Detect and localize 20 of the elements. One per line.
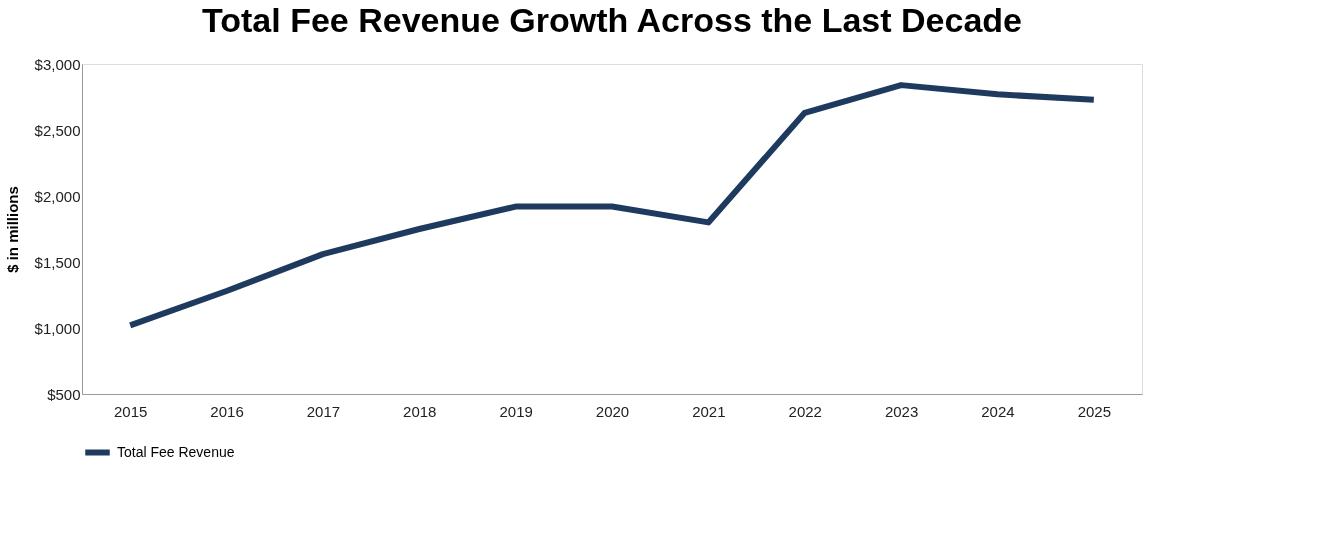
y-tick-label: $2,000 <box>34 187 81 205</box>
x-tick-label: 2015 <box>113 402 148 420</box>
x-tick-label: 2017 <box>306 402 341 420</box>
y-tick-label: $2,500 <box>34 121 81 139</box>
x-tick-label: 2018 <box>403 402 437 420</box>
y-tick-label: $3,000 <box>34 55 81 73</box>
x-tick-label: 2020 <box>595 402 630 420</box>
y-tick-label: $1,000 <box>34 319 81 337</box>
x-tick-label: 2021 <box>692 402 726 420</box>
y-tick-label: $500 <box>47 385 81 403</box>
x-tick-label: 2016 <box>210 402 244 420</box>
y-tick-label: $1,500 <box>34 253 81 271</box>
x-tick-label: 2022 <box>788 402 822 420</box>
legend-label: Total Fee Revenue <box>117 443 235 460</box>
y-axis-title: $ in millions <box>3 186 21 273</box>
x-tick-label: 2019 <box>499 402 533 420</box>
x-tick-label: 2023 <box>884 402 919 420</box>
chart-title: Total Fee Revenue Growth Across the Last Decade <box>201 1 1023 39</box>
x-tick-label: 2025 <box>1077 402 1112 420</box>
x-tick-label: 2024 <box>981 402 1015 420</box>
